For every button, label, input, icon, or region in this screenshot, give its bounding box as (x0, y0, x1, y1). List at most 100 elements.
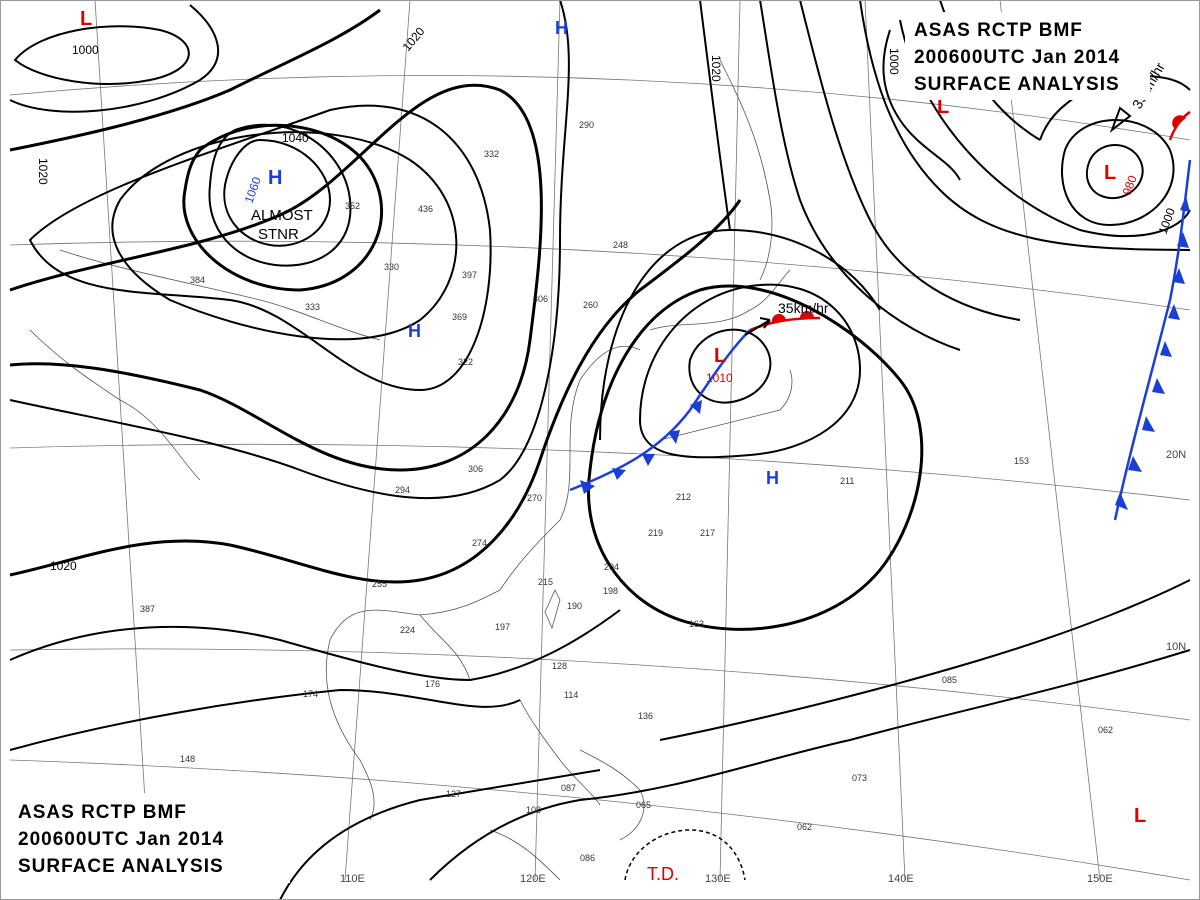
obs-32: 260 (583, 300, 598, 310)
station-observations: 352 436 330 397 369 322 306 294 274 255 … (140, 120, 1113, 863)
isobar-label-1040: 1040 (282, 131, 309, 145)
obs-40: 062 (1098, 725, 1113, 735)
isobar-980-ne (1085, 144, 1144, 200)
isobar-south-5 (659, 579, 1191, 741)
low-center-southeast: L (1134, 805, 1146, 827)
high-center-pacific: H (766, 468, 779, 488)
obs-11: 197 (495, 622, 510, 632)
lon-label-140e: 140E (888, 873, 914, 885)
obs-2: 330 (384, 262, 399, 272)
obs-17: 086 (580, 853, 595, 863)
coastlines (29, 59, 793, 881)
obs-7: 294 (395, 485, 410, 495)
obs-41: 073 (852, 773, 867, 783)
low-japan-motion-arrow (744, 317, 771, 336)
low-center-north-pacific: L (937, 96, 949, 118)
isobar-1010-nw (9, 4, 219, 113)
obs-31: 270 (527, 493, 542, 503)
obs-21: 114 (564, 690, 578, 700)
isobar-east-3 (859, 0, 1191, 251)
isobar-label-1000-nw: 1000 (72, 43, 99, 57)
low-northeast-motion-arrow (1109, 106, 1132, 133)
isobar-south-3 (279, 769, 601, 900)
obs-6: 306 (468, 464, 483, 474)
obs-4: 369 (452, 312, 467, 322)
isobar-label-1010-japan: 1010 (706, 371, 733, 385)
isobar-ring-7 (9, 0, 570, 500)
obs-20: 128 (552, 661, 567, 671)
isobar-east-2 (799, 0, 1021, 321)
low-center-japan: L (714, 345, 726, 367)
obs-38: 211 (840, 476, 854, 486)
obs-23: 163 (689, 619, 704, 629)
isobar-label-1020-e: 1020 (709, 55, 723, 82)
obs-19: 087 (561, 783, 576, 793)
obs-3: 397 (462, 270, 477, 280)
low-japan-speed: 35km/hr (778, 300, 829, 316)
header-bottom-left-line2: 200600UTC Jan 2014 (18, 829, 224, 850)
obs-44: 333 (305, 302, 320, 312)
low-center-northwest: L (80, 8, 92, 30)
obs-18: 065 (636, 800, 651, 810)
siberia-high-note-almost: ALMOST (251, 207, 313, 224)
isobar-1010-japan-inner (688, 328, 772, 404)
obs-30: 215 (538, 577, 553, 587)
isobars (9, 0, 1191, 900)
obs-28: 198 (603, 586, 618, 596)
isobar-1020-nw (9, 8, 381, 152)
header-bottom-left-line1: ASAS RCTP BMF (18, 802, 187, 823)
obs-8: 274 (472, 538, 487, 548)
obs-25: 219 (648, 528, 663, 538)
graticule (9, 0, 1191, 881)
obs-33: 306 (533, 294, 548, 304)
siberia-high-note-stnr: STNR (258, 226, 299, 243)
isobar-east-4 (699, 0, 731, 231)
high-center-siberia: H (268, 167, 282, 189)
obs-14: 148 (180, 754, 195, 764)
header-top-right-box (905, 12, 1150, 100)
isobar-south-4 (429, 649, 1191, 881)
obs-5: 322 (458, 357, 473, 367)
header-top-right-line2: 200600UTC Jan 2014 (914, 47, 1120, 68)
isobar-label-1020-sw: 1020 (50, 559, 77, 573)
obs-13: 174 (303, 689, 318, 699)
isobar-1020-west (9, 199, 742, 584)
obs-37: 153 (1014, 456, 1029, 466)
obs-29: 190 (567, 601, 582, 611)
header-bottom-left-line3: SURFACE ANALYSIS (18, 856, 224, 877)
obs-26: 217 (700, 528, 715, 538)
obs-12: 176 (425, 679, 440, 689)
lat-label-20n: 20N (1166, 449, 1186, 461)
isobar-ne-ring-2 (1061, 119, 1175, 227)
obs-9: 255 (372, 579, 387, 589)
isobar-label-1000-n: 1000 (887, 48, 901, 75)
header-top-right-line1: ASAS RCTP BMF (914, 20, 1083, 41)
lon-label-120e: 120E (520, 873, 546, 885)
obs-24: 212 (676, 492, 691, 502)
obs-22: 136 (638, 711, 653, 721)
isobar-pacific-high (587, 284, 924, 631)
header-top-right-line3: SURFACE ANALYSIS (914, 74, 1120, 95)
header-top-right: ASAS RCTP BMF 200600UTC Jan 2014 SURFACE… (905, 12, 1150, 100)
obs-27: 204 (604, 562, 619, 572)
low-center-northeast: L (1104, 162, 1116, 184)
obs-1: 436 (418, 204, 433, 214)
isobar-ring-2 (208, 123, 352, 267)
obs-10: 224 (400, 625, 415, 635)
isobar-south-1 (9, 609, 621, 682)
obs-16: 108 (526, 805, 541, 815)
isobar-ring-5 (28, 104, 492, 392)
isobar-east-1 (759, 0, 961, 351)
isobar-1000-nw (13, 25, 190, 85)
obs-35: 290 (579, 120, 594, 130)
header-bottom-left: ASAS RCTP BMF 200600UTC Jan 2014 SURFACE… (10, 793, 290, 883)
obs-15: 127 (446, 789, 461, 799)
obs-42: 062 (797, 822, 812, 832)
isobar-ne-ring-6 (882, 29, 961, 181)
isobar-1010-japan-outer (638, 283, 862, 459)
obs-0: 352 (345, 201, 360, 211)
obs-43: 384 (190, 275, 205, 285)
tropical-depression-label: T.D. (647, 864, 679, 884)
lon-label-130e: 130E (705, 873, 731, 885)
